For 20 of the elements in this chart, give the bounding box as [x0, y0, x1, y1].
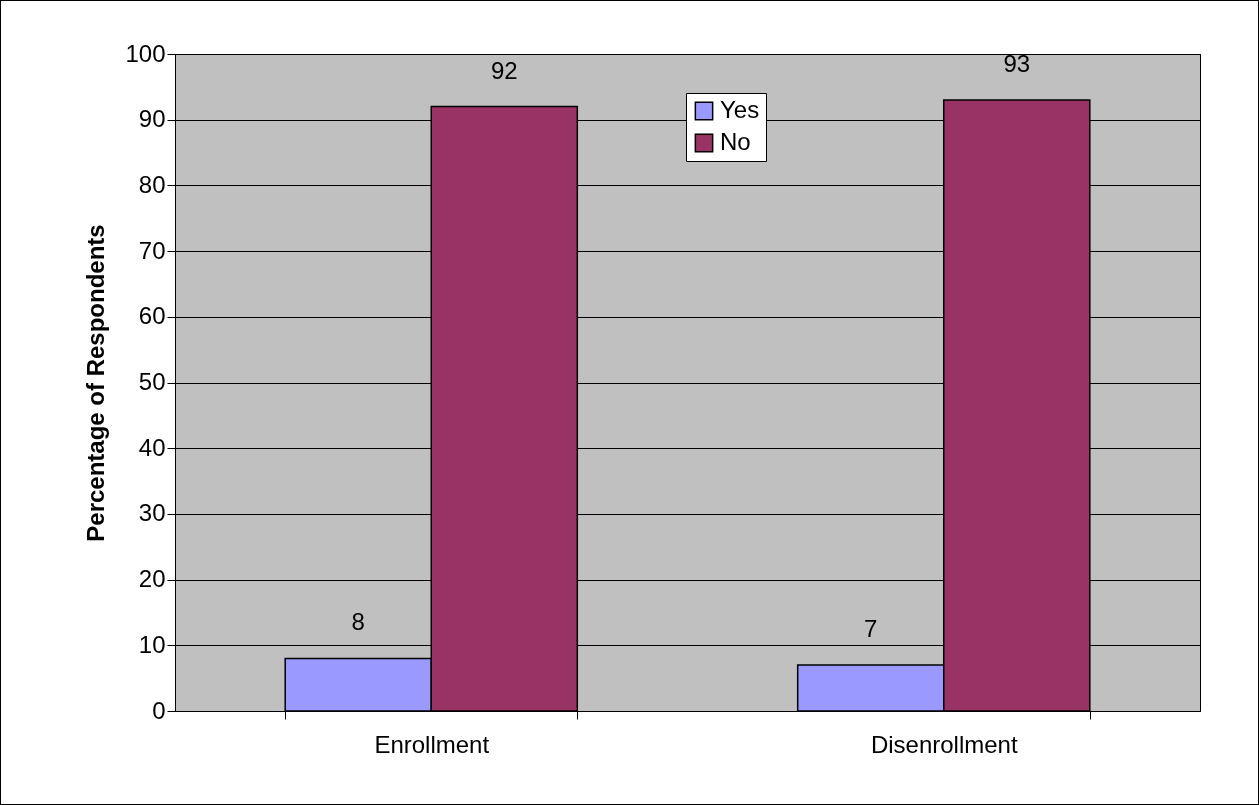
y-tick-label: 90 — [138, 105, 166, 133]
legend-label: Yes — [720, 96, 760, 123]
data-label: 7 — [864, 615, 878, 643]
x-tick-label: Disenrollment — [870, 730, 1018, 758]
y-tick-label: 50 — [138, 368, 166, 395]
y-tick-label: 40 — [138, 433, 166, 461]
y-tick-label: 80 — [138, 170, 166, 198]
y-tick-label: 70 — [138, 236, 166, 264]
data-label: 8 — [351, 608, 365, 636]
y-tick-label: 10 — [138, 630, 166, 658]
y-tick-label: 100 — [125, 39, 166, 67]
y-tick-label: 20 — [138, 565, 166, 593]
y-tick-label: 0 — [152, 696, 166, 724]
y-tick-label: 30 — [138, 499, 166, 527]
data-label: 92 — [490, 56, 518, 84]
data-label: 93 — [1003, 49, 1031, 77]
x-tick-label: Enrollment — [374, 730, 490, 758]
y-tick-label: 60 — [138, 302, 166, 330]
y-axis-title: Percentage of Respondents — [82, 224, 110, 542]
legend-label: No — [720, 128, 751, 155]
